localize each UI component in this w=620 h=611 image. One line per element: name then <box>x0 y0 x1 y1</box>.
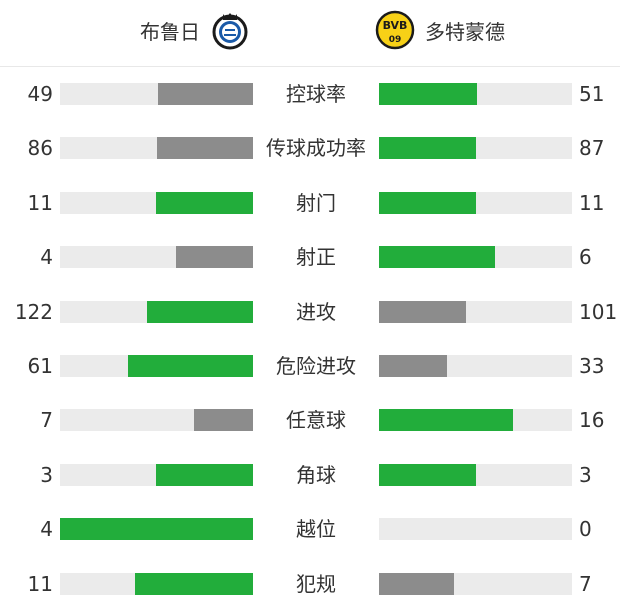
away-team-name: 多特蒙德 <box>425 19 505 44</box>
home-stat-track <box>60 463 253 486</box>
home-stat-bar <box>60 518 253 541</box>
away-stat-track <box>379 300 572 323</box>
away-stat-value: 7 <box>579 571 592 596</box>
home-stat-value: 61 <box>27 354 53 378</box>
away-stat-bar <box>379 300 466 323</box>
home-stat-bar <box>176 246 253 269</box>
home-stat-bar <box>147 300 253 323</box>
away-stat-value: 16 <box>579 408 605 433</box>
stat-row: 49 控球率 51 <box>0 67 620 121</box>
stat-row: 4 射正 6 <box>0 230 620 284</box>
stat-label: 犯规 <box>296 571 336 596</box>
home-stat-bar <box>156 463 253 486</box>
stat-label: 射正 <box>296 245 336 270</box>
away-stat-track <box>379 518 572 541</box>
home-stat-track <box>60 191 253 214</box>
away-stat-track <box>379 137 572 160</box>
home-stat-track <box>60 572 253 595</box>
match-header: 布鲁日 BVB 09 多特蒙德 <box>0 0 620 66</box>
away-stat-bar <box>379 137 476 160</box>
stat-row: 61 危险进攻 33 <box>0 339 620 393</box>
home-stat-track <box>60 518 253 541</box>
away-stat-value: 87 <box>579 136 605 161</box>
away-stat-bar <box>379 83 477 105</box>
header-divider <box>0 66 620 67</box>
home-stat-bar <box>156 191 253 214</box>
home-team[interactable]: 布鲁日 <box>140 8 250 52</box>
home-stat-value: 7 <box>40 408 53 433</box>
away-stat-bar <box>379 463 476 486</box>
away-stat-value: 3 <box>579 462 592 487</box>
home-stat-value: 4 <box>40 245 53 270</box>
home-stat-value: 49 <box>27 82 53 106</box>
bvb-crest-text-bottom: 09 <box>389 35 402 45</box>
away-stat-bar <box>379 355 447 377</box>
away-stat-bar <box>379 191 476 214</box>
away-stat-value: 101 <box>579 299 618 324</box>
stat-label: 传球成功率 <box>266 136 366 161</box>
away-stat-track <box>379 191 572 214</box>
stat-label: 控球率 <box>286 82 346 106</box>
away-stat-bar <box>379 409 513 432</box>
home-stat-bar <box>158 83 253 105</box>
away-stat-track <box>379 83 572 105</box>
bvb-crest-text-top: BVB <box>383 19 408 32</box>
away-stat-track <box>379 246 572 269</box>
stat-label: 任意球 <box>286 408 346 433</box>
home-stat-value: 122 <box>14 299 53 324</box>
away-stat-value: 6 <box>579 245 592 270</box>
away-stat-track <box>379 355 572 377</box>
away-stat-bar <box>379 572 454 595</box>
club-brugge-crest-icon <box>212 13 248 50</box>
away-stat-value: 11 <box>579 190 605 215</box>
away-stat-value: 0 <box>579 517 592 542</box>
stat-row: 3 角球 3 <box>0 448 620 502</box>
away-stat-value: 51 <box>579 82 605 106</box>
home-stat-bar <box>157 137 253 160</box>
home-stat-value: 86 <box>27 136 53 161</box>
stat-row: 4 越位 0 <box>0 502 620 556</box>
stat-row: 86 传球成功率 87 <box>0 121 620 175</box>
stat-row: 11 射门 11 <box>0 176 620 230</box>
away-stat-value: 33 <box>579 354 605 378</box>
home-stat-value: 3 <box>40 462 53 487</box>
home-stat-track <box>60 355 253 377</box>
home-stat-value: 4 <box>40 517 53 542</box>
stat-row: 11 犯规 7 <box>0 557 620 611</box>
away-stat-bar <box>379 246 495 269</box>
home-stat-track <box>60 137 253 160</box>
home-stat-value: 11 <box>27 190 53 215</box>
stat-row: 122 进攻 101 <box>0 285 620 339</box>
home-stat-bar <box>135 572 253 595</box>
home-stat-bar <box>194 409 253 432</box>
stat-row: 7 任意球 16 <box>0 393 620 447</box>
home-stat-track <box>60 409 253 432</box>
stat-label: 角球 <box>296 462 336 487</box>
stat-label: 越位 <box>296 517 336 542</box>
home-stat-track <box>60 246 253 269</box>
stat-label: 射门 <box>296 190 336 215</box>
away-team[interactable]: BVB 09 多特蒙德 <box>375 8 505 52</box>
away-stat-track <box>379 409 572 432</box>
away-stat-track <box>379 463 572 486</box>
home-team-name: 布鲁日 <box>140 19 200 44</box>
home-stat-track <box>60 300 253 323</box>
bvb-09-crest-icon: BVB 09 <box>375 10 415 50</box>
home-stat-value: 11 <box>27 571 53 596</box>
stat-label: 进攻 <box>296 299 336 324</box>
home-stat-track <box>60 83 253 105</box>
stat-label: 危险进攻 <box>276 354 356 378</box>
home-stat-bar <box>128 355 253 377</box>
away-stat-track <box>379 572 572 595</box>
